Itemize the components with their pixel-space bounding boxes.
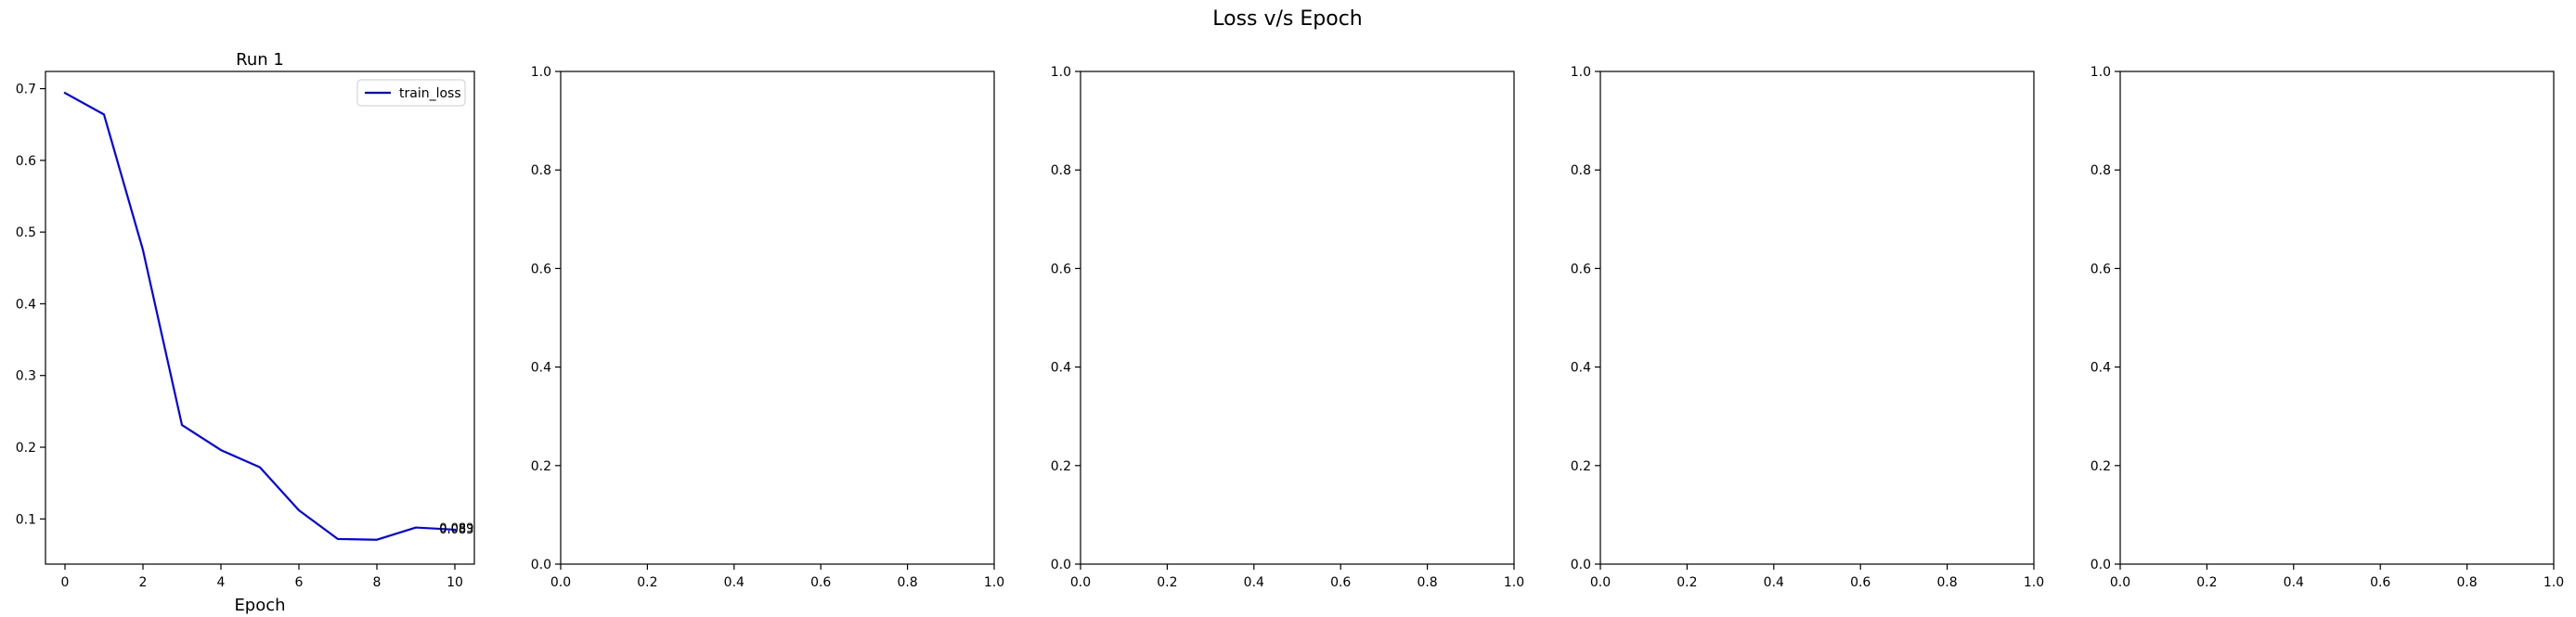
y-tick-label: 0.6 bbox=[531, 262, 551, 276]
axes-frame bbox=[2119, 71, 2555, 565]
subplot-5: 0.0 0.2 0.4 0.6 0.8 1.0 0.0 0.2 0.4 0.6 0.8 1.0 bbox=[2091, 65, 2564, 590]
data-label: 0.089 bbox=[439, 522, 473, 536]
x-tick-label: 0.4 bbox=[1764, 575, 1784, 590]
y-tick-label: 0.6 bbox=[16, 154, 36, 169]
y-tick-label: 0.4 bbox=[16, 297, 36, 312]
y-tick-label: 0.6 bbox=[1571, 262, 1591, 276]
y-tick-label: 1.0 bbox=[2091, 65, 2111, 80]
x-tick-label: 0.4 bbox=[724, 575, 744, 590]
y-tick-label: 0.0 bbox=[1571, 558, 1591, 572]
figure-suptitle: Loss v/s Epoch bbox=[1212, 7, 1363, 31]
y-tick-label: 0.0 bbox=[2091, 558, 2111, 572]
subplot-3: 0.0 0.2 0.4 0.6 0.8 1.0 0.0 0.2 0.4 0.6 0.8 1.0 bbox=[1051, 65, 1524, 590]
y-tick-label: 0.8 bbox=[2091, 163, 2111, 178]
x-tick-label: 0.0 bbox=[550, 575, 571, 590]
axes-frame bbox=[45, 71, 475, 565]
legend: train_loss bbox=[356, 79, 466, 107]
subplot-grid: 0 2 4 6 8 10 0.1 0.2 0.3 0.4 0.5 0.6 0.7 Run 1 Epoch 0.… bbox=[16, 50, 2564, 615]
x-tick-label: 6 bbox=[295, 575, 304, 590]
x-tick-label: 0.2 bbox=[637, 575, 657, 590]
x-tick-label: 0.6 bbox=[1330, 575, 1351, 590]
y-tick-label: 0.2 bbox=[531, 459, 551, 474]
y-tick-label: 0.8 bbox=[1571, 163, 1591, 178]
axes-frame bbox=[1080, 71, 1515, 565]
x-tick-label: 0.6 bbox=[810, 575, 831, 590]
axes-frame bbox=[560, 71, 995, 565]
x-tick-label: 0.8 bbox=[1936, 575, 1957, 590]
x-tick-label: 0.8 bbox=[897, 575, 917, 590]
x-tick-label: 2 bbox=[139, 575, 148, 590]
x-tick-label: 0 bbox=[61, 575, 70, 590]
y-tick-label: 0.2 bbox=[1051, 459, 1071, 474]
x-tick-label: 0.4 bbox=[1244, 575, 1264, 590]
y-tick-label: 1.0 bbox=[531, 65, 551, 80]
y-tick-label: 0.4 bbox=[1051, 361, 1071, 376]
y-tick-label: 0.8 bbox=[1051, 163, 1071, 178]
axes-frame bbox=[1599, 71, 2035, 565]
subplot-2: 0.0 0.2 0.4 0.6 0.8 1.0 0.0 0.2 0.4 0.6 0.8 1.0 bbox=[531, 65, 1004, 590]
x-tick-label: 0.2 bbox=[1157, 575, 1177, 590]
x-tick-label: 4 bbox=[217, 575, 226, 590]
y-tick-label: 0.6 bbox=[1051, 262, 1071, 276]
y-tick-label: 1.0 bbox=[1051, 65, 1071, 80]
x-tick-label: 0.8 bbox=[2456, 575, 2477, 590]
x-tick-label: 0.6 bbox=[2370, 575, 2390, 590]
subplot-title: Run 1 bbox=[236, 50, 284, 70]
x-tick-label: 0.8 bbox=[1417, 575, 1437, 590]
data-label: 0.083 bbox=[439, 523, 473, 537]
x-tick-label: 0.2 bbox=[2196, 575, 2217, 590]
legend-entry: train_loss bbox=[399, 86, 461, 101]
y-tick-label: 1.0 bbox=[1571, 65, 1591, 80]
x-tick-label: 0.6 bbox=[1850, 575, 1871, 590]
y-tick-label: 0.0 bbox=[531, 558, 551, 572]
y-tick-label: 0.0 bbox=[1051, 558, 1071, 572]
x-tick-label: 0.0 bbox=[1590, 575, 1611, 590]
y-tick-label: 0.2 bbox=[1571, 459, 1591, 474]
x-tick-label: 0.0 bbox=[2110, 575, 2130, 590]
x-tick-label: 1.0 bbox=[984, 575, 1004, 590]
y-tick-label: 0.8 bbox=[531, 163, 551, 178]
y-tick-label: 0.1 bbox=[16, 512, 36, 527]
legend-box bbox=[356, 79, 466, 107]
x-axis-label: Epoch bbox=[234, 596, 285, 615]
y-tick-label: 0.4 bbox=[2091, 361, 2111, 376]
y-tick-label: 0.5 bbox=[16, 225, 36, 240]
y-tick-label: 0.4 bbox=[531, 361, 551, 376]
x-tick-label: 0.4 bbox=[2284, 575, 2304, 590]
y-tick-label: 0.3 bbox=[16, 369, 36, 384]
y-tick-label: 0.2 bbox=[2091, 459, 2111, 474]
y-tick-label: 0.4 bbox=[1571, 361, 1591, 376]
subplot-1: 0 2 4 6 8 10 0.1 0.2 0.3 0.4 0.5 0.6 0.7 Run 1 Epoch 0.… bbox=[16, 50, 475, 615]
x-tick-label: 10 bbox=[447, 575, 463, 590]
subplot-4: 0.0 0.2 0.4 0.6 0.8 1.0 0.0 0.2 0.4 0.6 0.8 1.0 bbox=[1571, 65, 2044, 590]
x-tick-label: 1.0 bbox=[1504, 575, 1524, 590]
y-tick-label: 0.7 bbox=[16, 83, 36, 97]
x-tick-label: 1.0 bbox=[2544, 575, 2564, 590]
y-tick-label: 0.2 bbox=[16, 441, 36, 456]
x-tick-label: 0.0 bbox=[1070, 575, 1091, 590]
x-tick-label: 0.2 bbox=[1676, 575, 1697, 590]
x-tick-label: 8 bbox=[373, 575, 382, 590]
y-tick-label: 0.6 bbox=[2091, 262, 2111, 276]
x-tick-label: 1.0 bbox=[2024, 575, 2044, 590]
